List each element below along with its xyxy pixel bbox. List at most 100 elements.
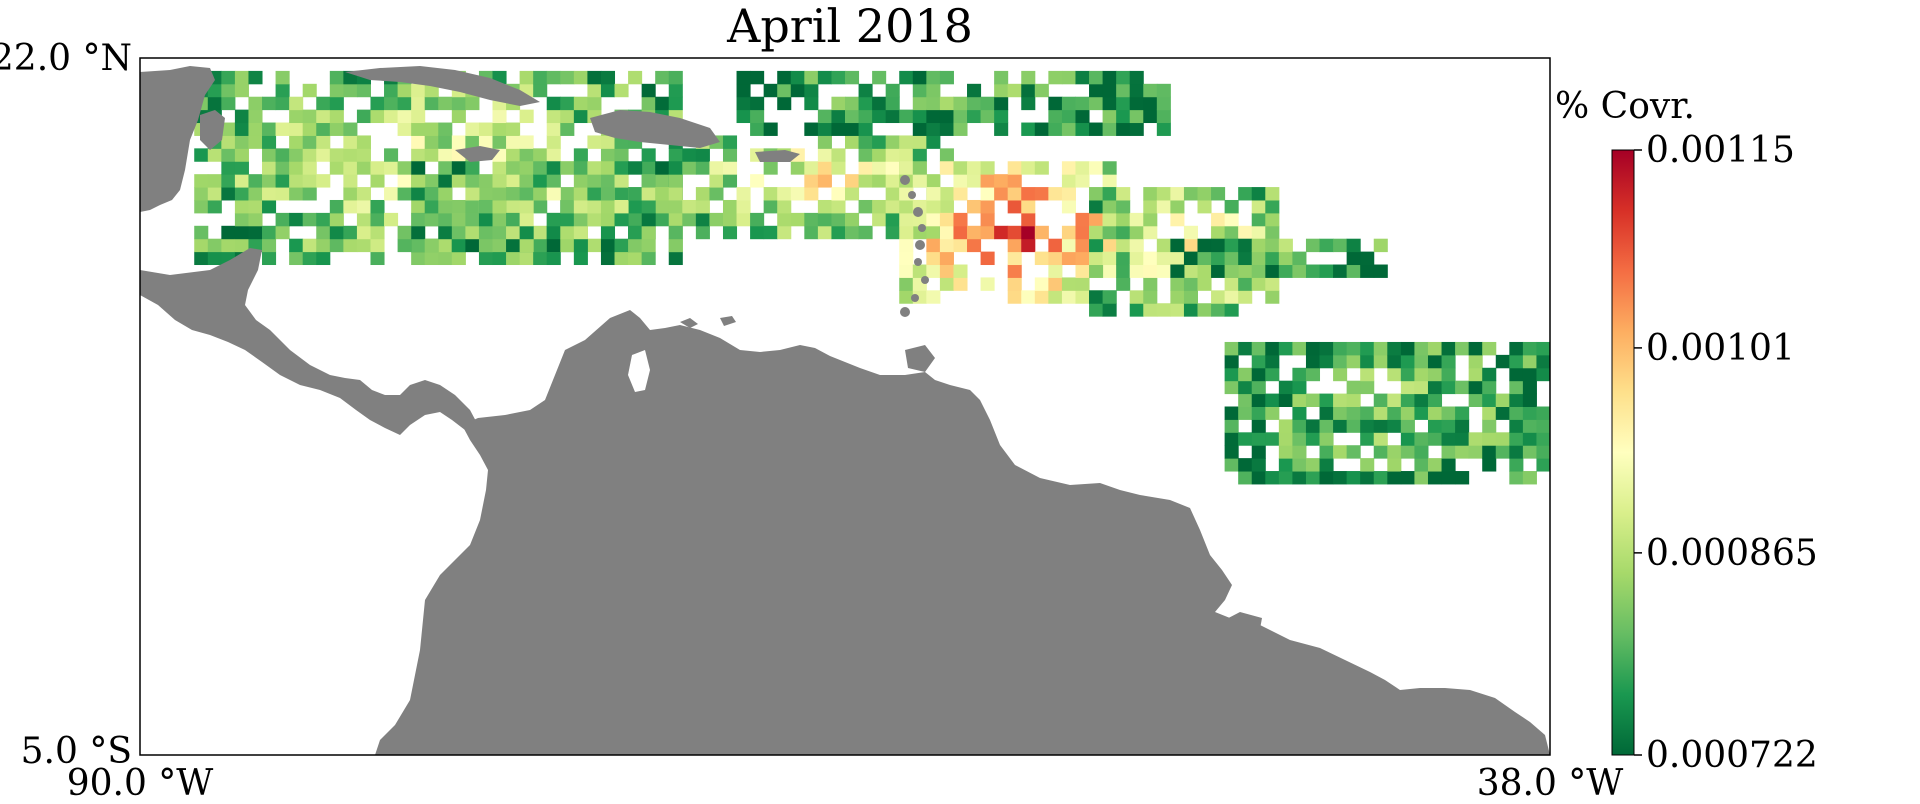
- coverage-cell: [492, 135, 507, 149]
- coverage-cell: [1278, 471, 1293, 485]
- coverage-cell: [1224, 303, 1239, 317]
- coverage-cell: [939, 161, 954, 175]
- coverage-cell: [1427, 419, 1443, 433]
- coverage-cell: [221, 238, 236, 253]
- coverage-cell: [262, 161, 277, 175]
- coverage-cell: [533, 187, 548, 201]
- coverage-cell: [1265, 277, 1280, 291]
- coverage-cell: [831, 225, 846, 240]
- coverage-cell: [817, 122, 832, 136]
- coverage-cell: [926, 135, 941, 149]
- coverage-cell: [1129, 303, 1144, 317]
- coverage-cell: [1536, 354, 1551, 369]
- coverage-cell: [1278, 393, 1293, 407]
- coverage-cell: [1156, 238, 1171, 253]
- coverage-cell: [221, 70, 236, 85]
- coverage-cell: [356, 148, 371, 162]
- coverage-cell: [899, 70, 914, 85]
- coverage-cell: [1007, 277, 1022, 291]
- coverage-cell: [194, 174, 209, 188]
- coverage-cell: [777, 83, 792, 98]
- coverage-cell: [668, 174, 683, 188]
- coverage-cell: [600, 161, 616, 175]
- coverage-cell: [221, 174, 236, 188]
- coverage-cell: [980, 174, 995, 188]
- coverage-cell: [899, 212, 914, 227]
- coverage-cell: [560, 199, 575, 214]
- coverage-cell: [438, 238, 453, 253]
- coverage-cell: [926, 251, 941, 266]
- coverage-cell: [519, 199, 534, 214]
- coverage-cell: [1387, 406, 1402, 420]
- coverage-cell: [1211, 264, 1226, 278]
- coverage-cell: [234, 187, 249, 201]
- coverage-cell: [343, 148, 358, 162]
- coverage-cell: [478, 225, 493, 240]
- coverage-cell: [722, 199, 738, 214]
- coverage-cell: [329, 199, 344, 214]
- coverage-cell: [248, 122, 263, 136]
- coverage-cell: [845, 122, 860, 136]
- coverage-cell: [302, 122, 317, 136]
- coverage-cell: [1305, 458, 1321, 472]
- abc-islands-land: [680, 316, 736, 328]
- coverage-cell: [668, 199, 683, 214]
- coverage-cell: [248, 225, 263, 240]
- coverage-cell: [695, 187, 710, 201]
- coverage-cell: [1156, 251, 1171, 266]
- coverage-cell: [1495, 445, 1510, 459]
- coverage-cell: [506, 174, 521, 188]
- coverage-cell: [465, 225, 480, 240]
- coverage-cell: [384, 83, 399, 98]
- coverage-cell: [1238, 341, 1253, 356]
- coverage-cell: [506, 135, 521, 149]
- coverage-cell: [1170, 251, 1185, 266]
- coverage-cell: [750, 174, 765, 188]
- coverage-cell: [953, 187, 968, 201]
- coverage-cell: [885, 187, 900, 201]
- coverage-cell: [1211, 303, 1226, 317]
- coverage-cell: [953, 122, 968, 136]
- coverage-cell: [1143, 187, 1158, 201]
- coverage-cell: [1414, 393, 1429, 407]
- coverage-cell: [397, 122, 412, 136]
- coverage-cell: [465, 96, 480, 111]
- coverage-cell: [356, 135, 371, 149]
- coverage-cell: [1251, 238, 1266, 253]
- coverage-cell: [1360, 354, 1375, 369]
- coverage-cell: [994, 96, 1009, 111]
- coverage-cell: [424, 174, 439, 188]
- coverage-cell: [655, 70, 670, 85]
- coverage-cell: [1061, 290, 1076, 304]
- coverage-cell: [722, 225, 738, 240]
- coverage-cell: [533, 225, 548, 240]
- coverage-cell: [709, 187, 724, 201]
- coverage-cell: [1251, 458, 1266, 472]
- coverage-cell: [750, 122, 765, 136]
- coverage-cell: [1346, 419, 1361, 433]
- coverage-cell: [262, 187, 277, 201]
- coverage-cell: [1427, 341, 1443, 356]
- coverage-cell: [1292, 471, 1307, 485]
- central-america-land: [140, 66, 215, 212]
- coverage-cell: [1346, 264, 1361, 278]
- coverage-cell: [343, 135, 358, 149]
- coverage-cell: [1495, 432, 1510, 446]
- coverage-cell: [641, 238, 656, 253]
- coverage-cell: [248, 96, 263, 111]
- coverage-cell: [1278, 458, 1293, 472]
- coverage-cell: [1373, 471, 1388, 485]
- coverage-cell: [573, 187, 588, 201]
- coverage-cell: [329, 148, 344, 162]
- coverage-cell: [1427, 393, 1443, 407]
- coverage-cell: [1021, 96, 1036, 111]
- coverage-cell: [817, 212, 832, 227]
- coverage-cell: [1305, 432, 1321, 446]
- coverage-cell: [1197, 187, 1212, 201]
- coverage-cell: [492, 225, 507, 240]
- coverage-cell: [343, 199, 358, 214]
- coverage-cell: [1265, 264, 1280, 278]
- coverage-cell: [1360, 264, 1375, 278]
- coverage-cell: [600, 174, 616, 188]
- coverage-cell: [370, 109, 385, 124]
